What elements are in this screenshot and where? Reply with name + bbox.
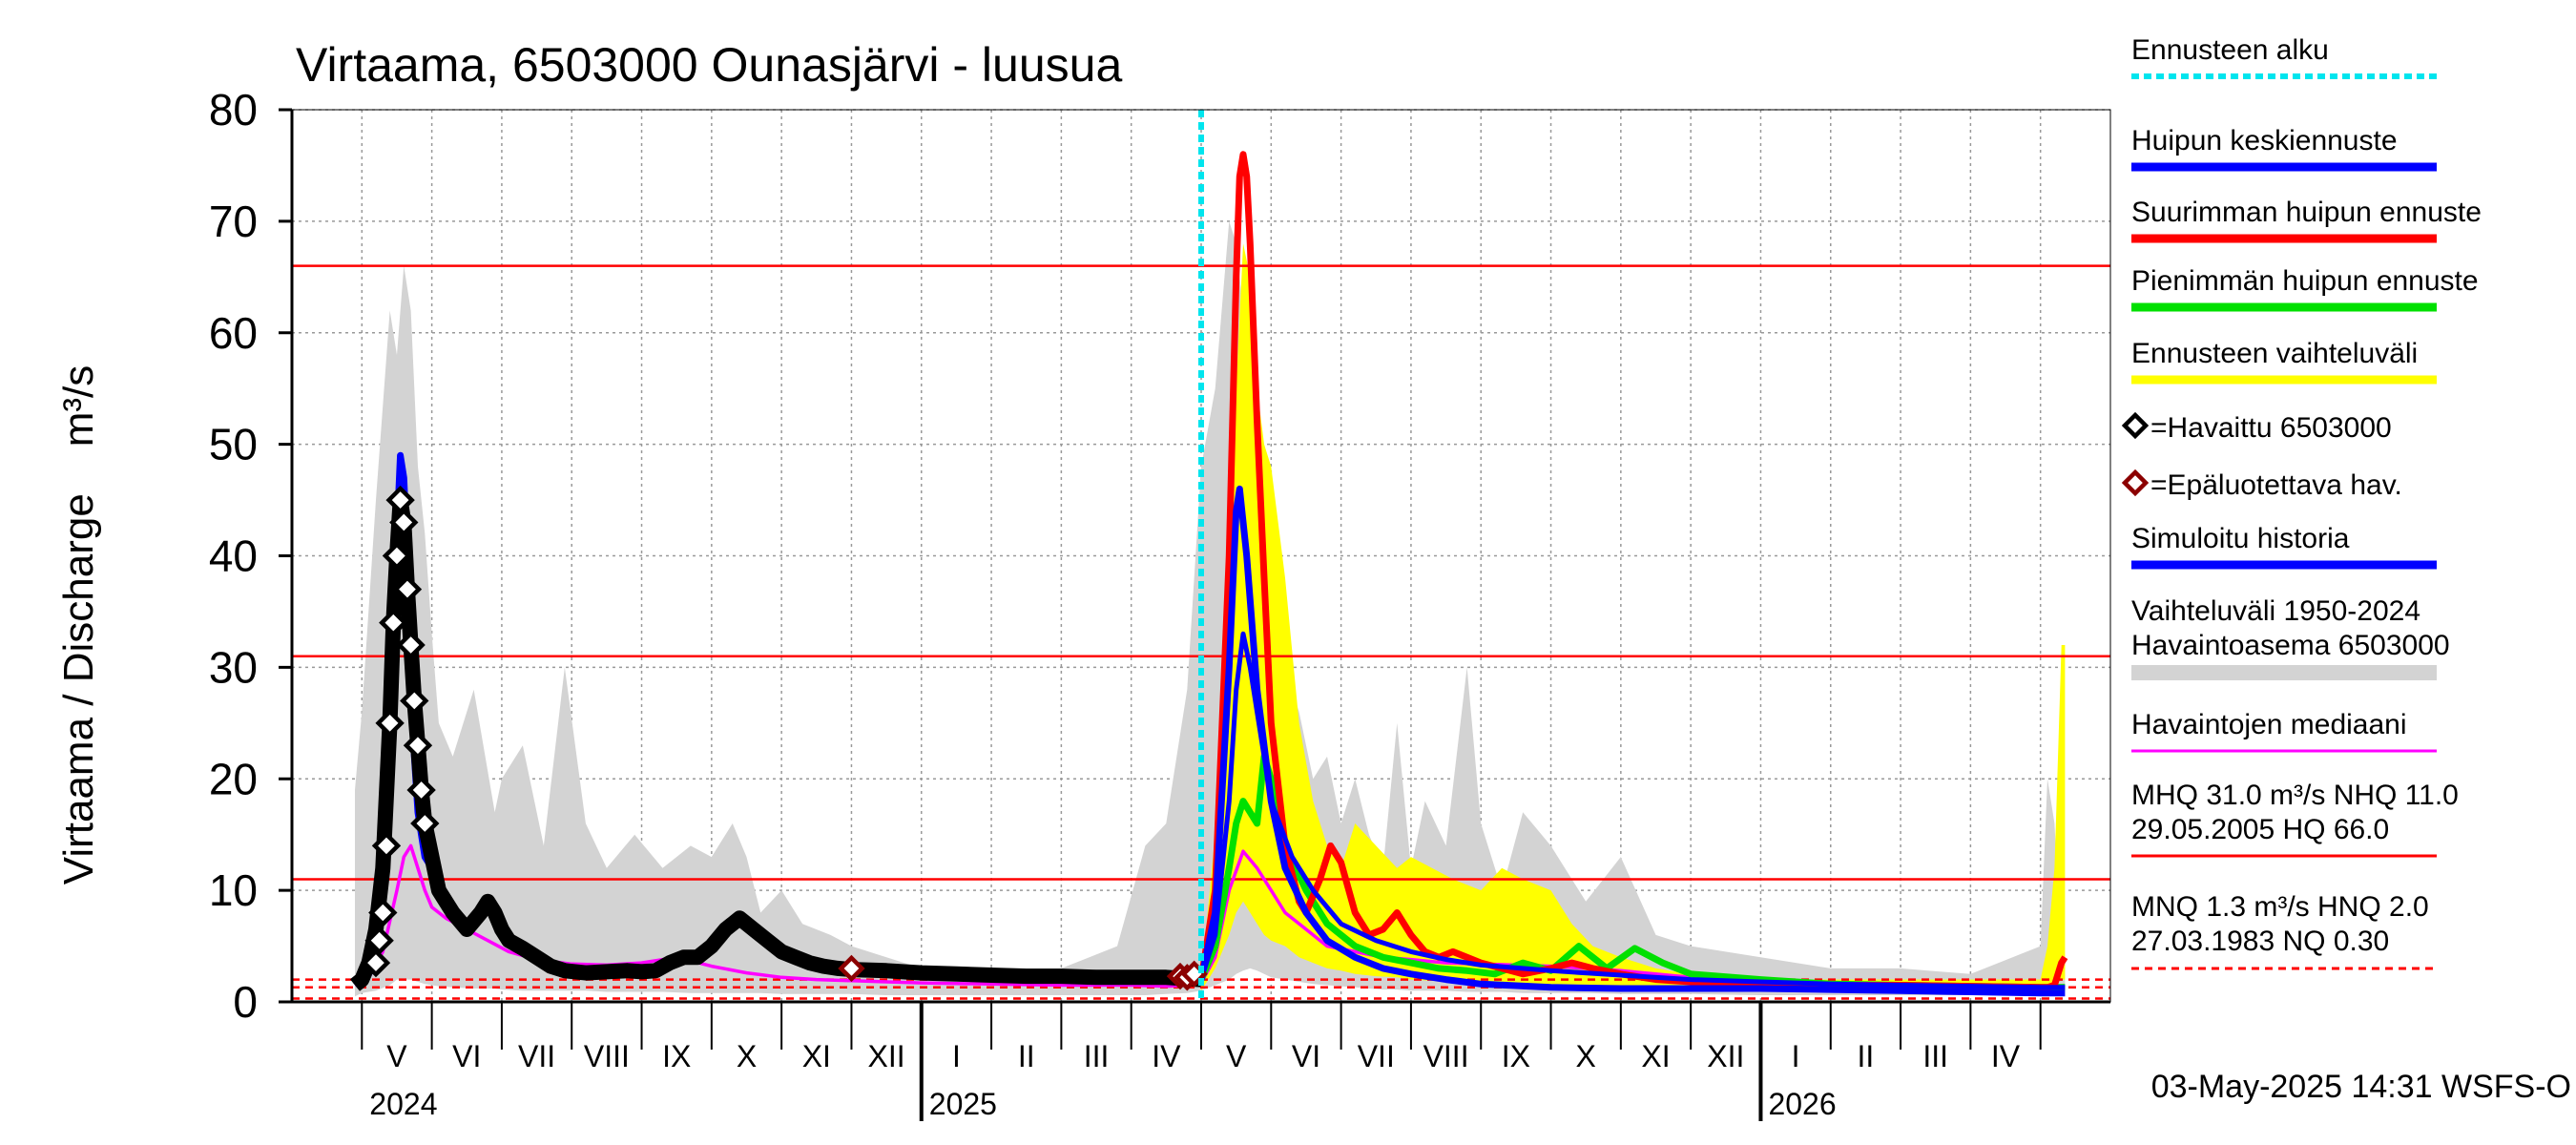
legend-label-line2: 27.03.1983 NQ 0.30 — [2131, 926, 2389, 957]
legend-label: Simuloitu historia — [2131, 523, 2350, 554]
month-label: X — [737, 1039, 757, 1073]
observed-marker — [392, 574, 423, 604]
observed-marker — [375, 708, 405, 738]
month-label: IX — [662, 1039, 691, 1073]
observed-marker — [403, 731, 433, 760]
y-tick-label: 20 — [209, 754, 258, 803]
month-label: VI — [1292, 1039, 1320, 1073]
band-ennusteen-vaihteluv-li — [1201, 243, 2066, 992]
month-label: IX — [1502, 1039, 1530, 1073]
legend-label-line2: Havaintoasema 6503000 — [2131, 630, 2450, 661]
y-tick-label: 80 — [209, 85, 258, 135]
month-label: II — [1858, 1039, 1875, 1073]
y-tick-label: 30 — [209, 642, 258, 692]
month-label: II — [1018, 1039, 1035, 1073]
legend-label: =Havaittu 6503000 — [2150, 412, 2392, 444]
month-label: V — [1226, 1039, 1247, 1073]
month-label: XII — [1707, 1039, 1744, 1073]
legend-marker-icon — [2121, 411, 2150, 440]
month-label: VII — [518, 1039, 555, 1073]
observed-marker — [400, 686, 429, 716]
legend-label: Suurimman huipun ennuste — [2131, 197, 2482, 228]
month-label: X — [1576, 1039, 1596, 1073]
band-vaihteluv-li-1950-2024-havaintoasema-6503000 — [355, 220, 2066, 997]
month-label: VII — [1358, 1039, 1395, 1073]
y-axis-label: Virtaama / Discharge m³/s — [55, 365, 102, 885]
y-tick-label: 50 — [209, 420, 258, 469]
month-label: XI — [802, 1039, 831, 1073]
y-tick-label: 40 — [209, 531, 258, 581]
year-label: 2025 — [929, 1087, 997, 1121]
year-label: 2026 — [1768, 1087, 1836, 1121]
legend-label: MNQ 1.3 m³/s HNQ 2.0 — [2131, 891, 2429, 923]
series-huipun-keskiennuste — [1197, 485, 2066, 997]
month-label: IV — [1152, 1039, 1181, 1073]
month-label: VI — [452, 1039, 481, 1073]
legend-label: Pienimmän huipun ennuste — [2131, 265, 2479, 297]
month-label: III — [1084, 1039, 1110, 1073]
month-label: XII — [868, 1039, 905, 1073]
legend-label: Ennusteen alku — [2131, 34, 2329, 66]
legend-label: Vaihteluväli 1950-2024 — [2131, 595, 2420, 627]
legend-label: =Epäluotettava hav. — [2150, 469, 2402, 501]
y-tick-label: 0 — [233, 977, 258, 1027]
timestamp-footer: 03-May-2025 14:31 WSFS-O — [2151, 1069, 2571, 1105]
y-tick-label: 60 — [209, 308, 258, 358]
observed-marker — [379, 608, 408, 637]
month-label: V — [386, 1039, 407, 1073]
observed-marker — [410, 808, 440, 839]
legend-label-line2: 29.05.2005 HQ 66.0 — [2131, 814, 2389, 845]
legend: Ennusteen alku Huipun keskiennuste Suurimm… — [2131, 34, 2482, 970]
month-label: VIII — [584, 1039, 630, 1073]
y-tick-label: 70 — [209, 197, 258, 246]
legend-label: MHQ 31.0 m³/s NHQ 11.0 — [2131, 780, 2459, 811]
observed-marker — [396, 630, 426, 660]
legend-label: Havaintojen mediaani — [2131, 709, 2407, 740]
unreliable-marker — [838, 954, 865, 983]
month-label: III — [1922, 1039, 1948, 1073]
series-ennusteen-keskiarvo — [1198, 631, 2066, 990]
chart-title: Virtaama, 6503000 Ounasjärvi - luusua — [296, 38, 1122, 92]
legend-marker-icon — [2121, 468, 2150, 497]
month-label: I — [952, 1039, 961, 1073]
legend-label: Huipun keskiennuste — [2131, 125, 2398, 156]
month-label: IV — [1991, 1039, 2021, 1073]
month-label: VIII — [1423, 1039, 1469, 1073]
observed-marker — [389, 508, 419, 537]
observed-marker — [371, 831, 402, 861]
month-label: I — [1792, 1039, 1800, 1073]
observed-marker — [368, 898, 398, 927]
observed-marker — [382, 541, 412, 571]
observed-marker — [361, 947, 391, 978]
year-label: 2024 — [369, 1087, 437, 1121]
y-tick-label: 10 — [209, 865, 258, 915]
legend-label: Ennusteen vaihteluväli — [2131, 338, 2418, 369]
observed-marker — [406, 775, 436, 805]
month-label: XI — [1641, 1039, 1670, 1073]
